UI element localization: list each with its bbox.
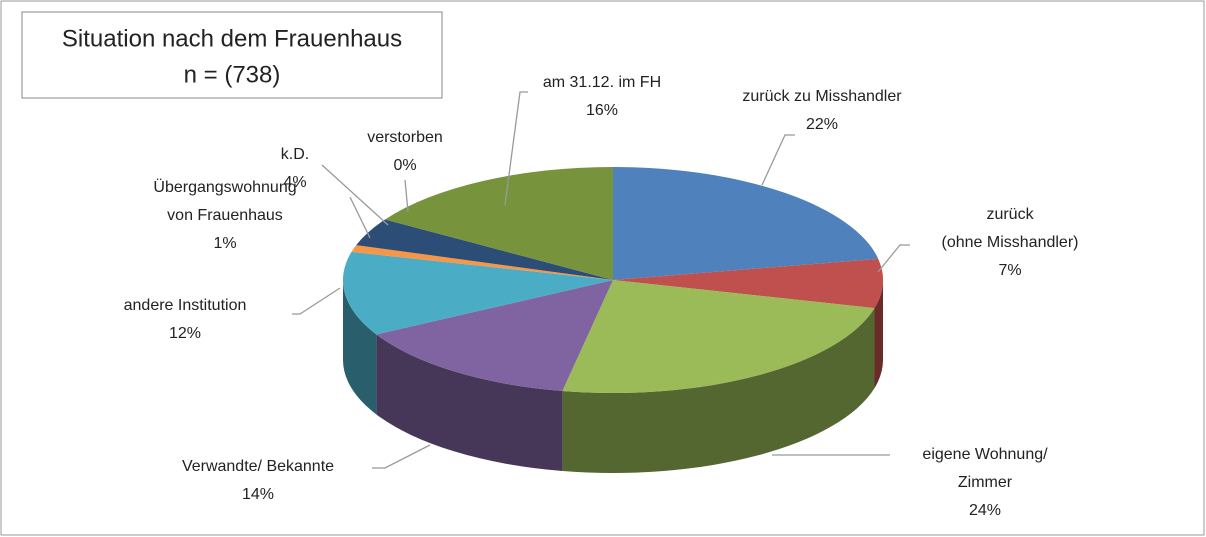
chart-title: Situation nach dem Frauenhaus [62, 25, 402, 52]
value-label: 14% [242, 486, 274, 503]
leader-line [877, 244, 910, 273]
value-label: 22% [806, 116, 838, 133]
slice [351, 245, 613, 280]
value-label: 4% [283, 174, 306, 191]
category-label: verstorben [367, 129, 443, 146]
category-label: andere Institution [124, 297, 247, 314]
category-label: k.D. [281, 146, 309, 163]
leader-line [404, 179, 409, 213]
title-box [21, 11, 443, 99]
slice [343, 251, 613, 335]
value-label: 12% [169, 325, 201, 342]
category-label: zurück zu Misshandler [742, 88, 902, 105]
category-label: eigene Wohnung/Zimmer [922, 446, 1048, 491]
slice [613, 258, 884, 309]
slice-side [562, 308, 875, 473]
slice-side [343, 280, 377, 415]
slice [356, 219, 613, 280]
value-label: 24% [969, 502, 1001, 519]
leader-line [761, 134, 795, 186]
slice [613, 167, 879, 280]
leader-line [504, 91, 528, 206]
slice-side [376, 334, 563, 471]
leader-line [292, 287, 341, 315]
category-label: zurück (ohne Misshandler) [942, 206, 1079, 251]
slice [562, 280, 875, 393]
category-label: am 31.12. im FH [543, 74, 661, 91]
value-label: 7% [998, 262, 1021, 279]
leader-line [321, 164, 389, 226]
category-label: Übergangswohnung von Frauenhaus [153, 178, 296, 224]
leader-line [372, 444, 431, 469]
slice [385, 167, 613, 280]
leader-line [349, 196, 371, 239]
chart-subtitle: n = (738) [184, 61, 281, 88]
value-label: 1% [213, 235, 236, 252]
value-label: 0% [393, 157, 416, 174]
slice [376, 280, 613, 391]
slice-side [874, 280, 883, 389]
value-label: 16% [586, 102, 618, 119]
category-label: Verwandte/ Bekannte [182, 458, 334, 475]
